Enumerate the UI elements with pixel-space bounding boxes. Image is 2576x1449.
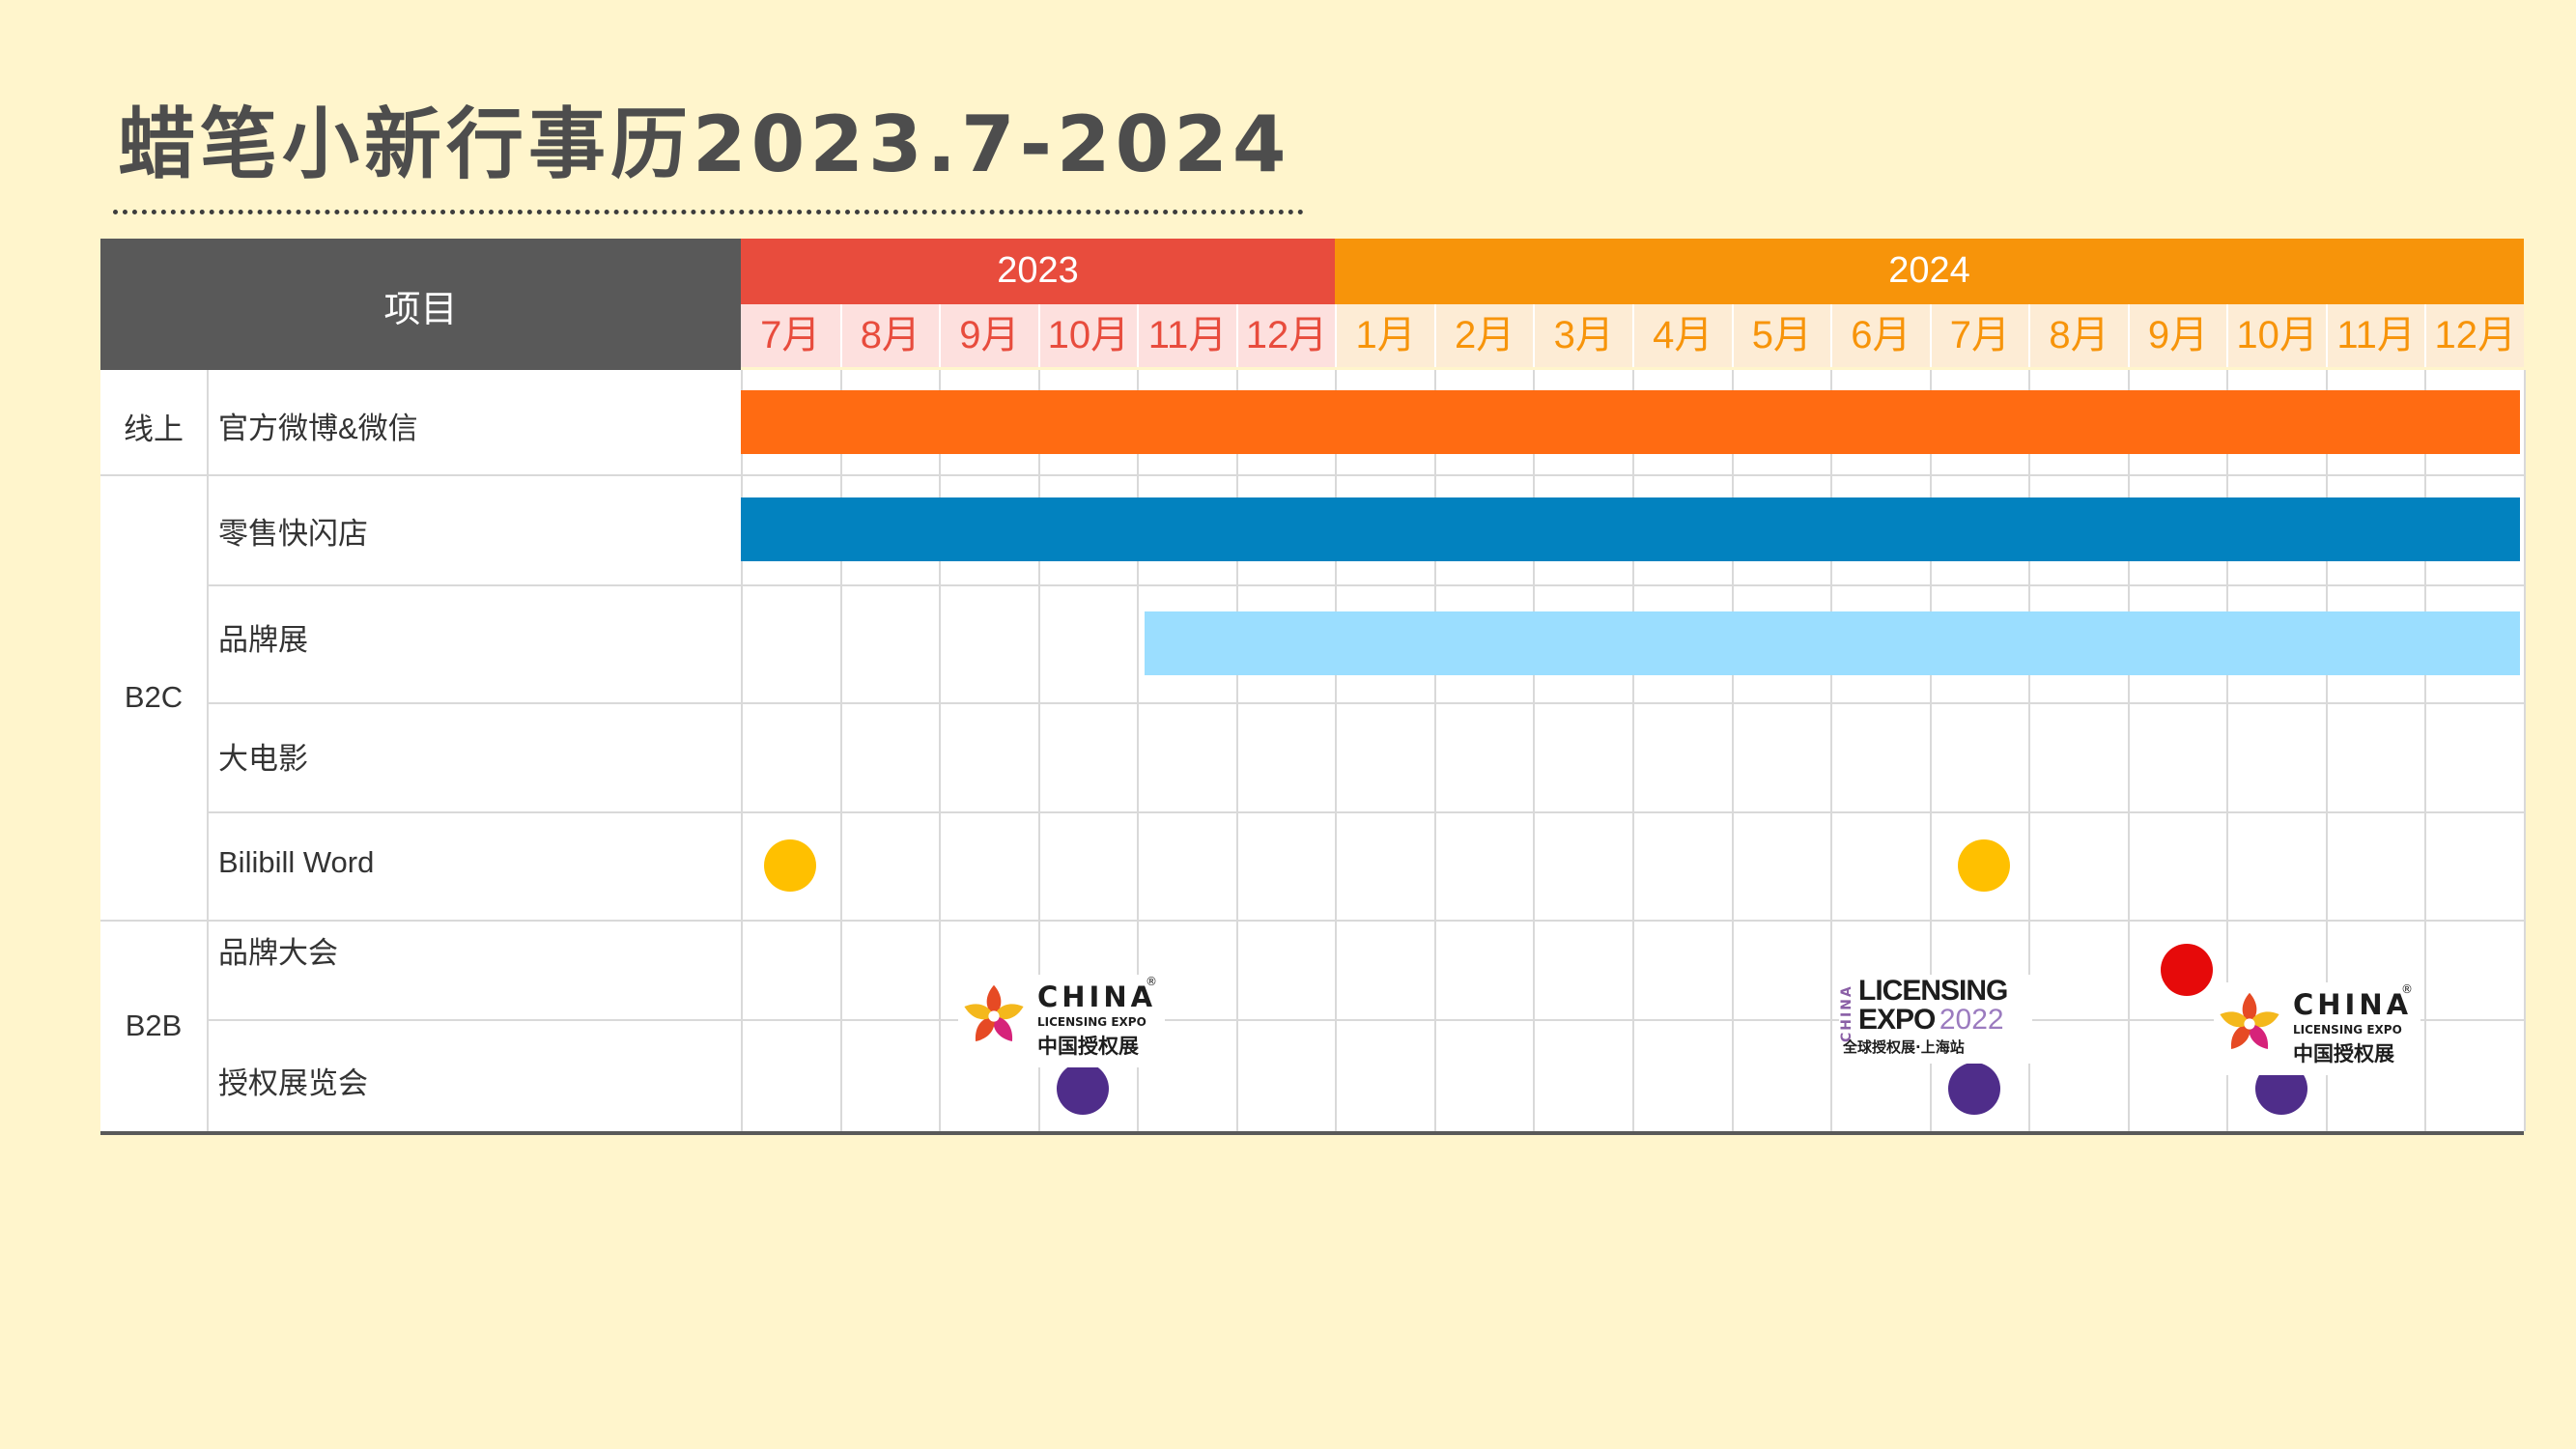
year-2023-band: 2023 xyxy=(741,239,1335,304)
china-logo-subtitle-cn: 中国授权展 xyxy=(1037,1035,1139,1058)
month-header-cell: 8月 xyxy=(2028,304,2128,367)
month-header-cell: 6月 xyxy=(1830,304,1930,367)
page-title: 蜡笔小新行事历2023.7-2024 xyxy=(118,99,1291,189)
month-header-cell: 2月 xyxy=(1433,304,1534,367)
schedule-dot xyxy=(1947,1063,2000,1115)
grid-hline xyxy=(207,584,2524,586)
schedule-dot xyxy=(764,839,817,892)
grid-vline xyxy=(1235,370,1238,1131)
row-label: 大电影 xyxy=(218,741,308,776)
group-label: 线上 xyxy=(124,412,184,446)
row-label: 零售快闪店 xyxy=(218,517,368,551)
month-header-cell: 3月 xyxy=(1533,304,1632,367)
lic-logo-year: 2022 xyxy=(1939,1004,2004,1036)
grid-hline xyxy=(207,811,2524,813)
grid-vline xyxy=(1731,370,1734,1131)
lic-logo-line3: 全球授权展·上海站 xyxy=(1843,1038,1965,1056)
grid-vline xyxy=(2524,370,2526,1131)
project-header-label: 项目 xyxy=(383,290,458,330)
row-label: 品牌大会 xyxy=(218,935,338,970)
month-header-cell: 7月 xyxy=(1929,304,2029,367)
china-logo-reg: ® xyxy=(1146,975,1157,988)
grid-hline xyxy=(207,1019,2524,1021)
row-label: 官方微博&微信 xyxy=(218,412,418,445)
month-header-cell: 12月 xyxy=(1235,304,1336,367)
schedule-bar xyxy=(741,497,2520,561)
lic-logo-line2: EXPO 2022 xyxy=(1858,1004,2004,1037)
grid-vline xyxy=(1929,370,1932,1131)
schedule-dot xyxy=(2161,943,2214,996)
month-header-cell: 9月 xyxy=(939,304,1038,367)
grid-vline xyxy=(2028,370,2031,1131)
grid-vline xyxy=(2127,370,2130,1131)
grid-vline xyxy=(2325,370,2328,1131)
lic-logo-expo-word: EXPO xyxy=(1858,1004,1936,1036)
month-header-cell: 8月 xyxy=(839,304,940,367)
month-header-cell: 7月 xyxy=(741,304,840,367)
table-body-background xyxy=(100,370,2524,1131)
month-header-cell: 10月 xyxy=(1037,304,1138,367)
year-2023-label: 2023 xyxy=(997,250,1079,291)
group-label: B2C xyxy=(124,679,184,714)
china-licensing-expo-logo-2: CHINA ® LICENSING EXPO 中国授权展 xyxy=(2214,982,2420,1075)
licensing-star-icon xyxy=(2220,992,2279,1050)
row-label: 品牌展 xyxy=(218,623,308,657)
group-label: B2B xyxy=(125,1008,183,1042)
schedule-bar xyxy=(1145,611,2520,675)
schedule-dot xyxy=(1958,839,2011,892)
month-header-cell: 11月 xyxy=(2325,304,2425,367)
grid-vline xyxy=(1533,370,1536,1131)
china-logo-subtitle-cn: 中国授权展 xyxy=(2293,1042,2394,1065)
grid-hline xyxy=(207,702,2524,704)
row-label: 授权展览会 xyxy=(218,1066,368,1100)
china-logo-subtitle-en: LICENSING EXPO xyxy=(1037,1015,1146,1029)
licensing-star-icon xyxy=(964,984,1024,1042)
grid-vline xyxy=(839,370,842,1131)
year-2024-label: 2024 xyxy=(1888,250,1970,291)
grid-vline xyxy=(1335,370,1338,1131)
grid-vline xyxy=(2226,370,2229,1131)
project-header-cell: 项目 xyxy=(100,239,741,370)
month-header-cell: 12月 xyxy=(2424,304,2524,367)
title-underline-divider xyxy=(113,210,1304,214)
lic-logo-side-text: CHINA xyxy=(1839,984,1854,1042)
grid-vline xyxy=(207,370,209,1131)
grid-vline xyxy=(1037,370,1040,1131)
grid-vline xyxy=(939,370,942,1131)
month-header-cell: 10月 xyxy=(2226,304,2326,367)
grid-vline xyxy=(1632,370,1634,1131)
china-logo-word: CHINA xyxy=(1037,980,1157,1013)
year-2024-band: 2024 xyxy=(1335,239,2524,304)
licensing-expo-2022-logo: CHINA LICENSING EXPO 2022 全球授权展·上海站 xyxy=(1839,975,2032,1064)
month-header-cell: 1月 xyxy=(1335,304,1434,367)
schedule-table: 项目 2023 2024 线上 B2C B2B 官方微博&微信 零售快闪店品牌展大电影… xyxy=(100,239,2526,1135)
month-header-cell: 11月 xyxy=(1137,304,1236,367)
row-label: Bilibill Word xyxy=(218,845,375,879)
china-logo-reg: ® xyxy=(2401,982,2413,996)
grid-vline xyxy=(1433,370,1436,1131)
grid-vline xyxy=(1137,370,1140,1131)
grid-vline xyxy=(2424,370,2427,1131)
grid-vline xyxy=(1830,370,1833,1131)
grid-hline xyxy=(100,920,2524,922)
month-header-cell: 9月 xyxy=(2127,304,2227,367)
month-header-cell: 4月 xyxy=(1632,304,1732,367)
schedule-bar xyxy=(741,390,2520,454)
table-bottom-border xyxy=(100,1131,2524,1135)
china-logo-word: CHINA xyxy=(2293,988,2413,1021)
lic-logo-line1: LICENSING xyxy=(1858,975,2008,1007)
china-licensing-expo-logo: CHINA ® LICENSING EXPO 中国授权展 xyxy=(958,975,1165,1067)
schedule-dot xyxy=(1056,1063,1109,1115)
china-logo-subtitle-en: LICENSING EXPO xyxy=(2293,1023,2402,1037)
grid-hline xyxy=(100,474,2524,476)
grid-vline xyxy=(741,370,743,1131)
month-header-cell: 5月 xyxy=(1731,304,1831,367)
